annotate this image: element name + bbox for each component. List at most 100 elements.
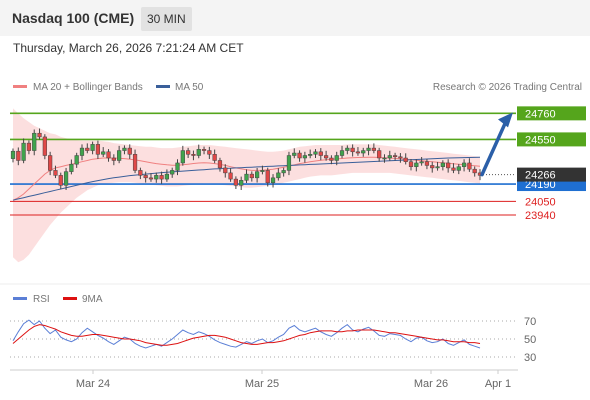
candle <box>90 141 95 155</box>
candle <box>472 166 477 177</box>
candle <box>58 172 63 189</box>
forecast-arrow-head <box>498 112 513 128</box>
level-lines <box>10 112 516 216</box>
candle <box>387 150 392 161</box>
candle-body-down <box>111 157 116 161</box>
timeframe-button[interactable]: 30 MIN <box>141 7 192 31</box>
candle-body-up <box>286 155 292 171</box>
candle <box>451 163 456 174</box>
candle-body-down <box>217 160 223 169</box>
candle <box>63 167 69 190</box>
time-tick-label: Mar 25 <box>245 378 279 390</box>
candle <box>456 163 461 175</box>
header-bar: Nasdaq 100 (CME) 30 MIN <box>0 0 590 36</box>
bollinger-bands <box>13 108 480 263</box>
support-level-label: 23940 <box>525 210 556 222</box>
candle <box>132 149 138 174</box>
candlesticks <box>10 128 483 190</box>
rsi-legend-label: RSI <box>33 294 50 305</box>
candle <box>334 151 339 166</box>
candle <box>414 159 419 172</box>
candle-body-down <box>53 170 58 176</box>
candle <box>403 153 408 165</box>
candle <box>10 148 16 163</box>
candle <box>244 169 249 184</box>
candle <box>270 174 276 188</box>
candle-body-up <box>308 154 313 156</box>
candle-body-up <box>154 175 159 180</box>
candle <box>435 161 440 171</box>
candle <box>233 176 238 189</box>
candle-body-up <box>32 132 37 151</box>
candle <box>37 128 42 140</box>
candle <box>228 168 233 182</box>
candle-body-down <box>201 149 207 151</box>
candle <box>398 153 403 163</box>
support-level-label: 24050 <box>525 196 556 208</box>
candle-body-up <box>122 147 127 151</box>
candle-body-down <box>42 136 47 156</box>
candle <box>361 147 366 157</box>
candle <box>286 151 292 176</box>
candle <box>345 145 350 155</box>
candle-body-up <box>175 162 180 171</box>
ma50-legend-swatch <box>156 85 170 88</box>
candle-body-up <box>339 150 345 156</box>
candle <box>382 154 387 163</box>
candle <box>281 167 286 177</box>
candle-body-up <box>79 147 85 156</box>
candle <box>101 147 106 158</box>
ma20-legend-swatch <box>13 85 27 88</box>
candle <box>276 168 281 181</box>
candle <box>350 144 355 157</box>
candle-body-down <box>472 168 477 174</box>
resistance-level-tag <box>517 132 586 147</box>
candle-body-up <box>117 150 122 161</box>
candle-body-down <box>223 167 228 174</box>
candle-body-up <box>414 162 419 167</box>
candle-body-up <box>281 170 286 174</box>
candle <box>207 146 212 159</box>
candle-body-up <box>239 180 244 186</box>
candle-body-down <box>350 147 355 153</box>
level-labels: 24760 24550 24190 24050 23940 24266 <box>517 106 586 222</box>
candle <box>148 173 154 182</box>
candle <box>74 152 79 168</box>
rsi-ma-line <box>12 324 481 346</box>
candle-body-up <box>69 163 74 172</box>
candle-body-down <box>408 161 414 167</box>
candle-body-up <box>164 173 170 180</box>
instrument-title: Nasdaq 100 (CME) <box>12 10 135 26</box>
candle-body-up <box>387 155 392 159</box>
candle-body-up <box>435 166 440 169</box>
candle <box>424 158 430 170</box>
candle-body-up <box>260 170 265 172</box>
resistance-level-tag <box>517 106 586 121</box>
candle <box>339 145 345 159</box>
candle <box>297 150 302 162</box>
last-price-tag <box>517 167 586 182</box>
candle-body-up <box>270 177 276 184</box>
candle-body-up <box>366 147 371 151</box>
rsi-line <box>12 319 481 349</box>
candle <box>175 159 180 176</box>
candle <box>440 160 445 171</box>
forecast-arrow-shaft <box>480 119 508 177</box>
candle-body-up <box>334 155 339 161</box>
candle-body-down <box>186 150 191 155</box>
bollinger-band-fill <box>13 108 480 263</box>
candle-body-up <box>101 151 106 155</box>
last-price-label: 24266 <box>525 170 556 182</box>
candle <box>366 144 371 156</box>
candle-body-up <box>244 173 249 181</box>
candle <box>79 144 85 161</box>
candle-body-up <box>74 155 79 165</box>
candle-body-up <box>170 170 175 175</box>
candle-body-up <box>456 166 461 171</box>
copyright-label: Research © 2026 Trading Central <box>433 82 582 93</box>
candle-body-up <box>63 171 69 186</box>
candle-body-down <box>159 175 164 180</box>
candle-body-down <box>233 178 238 186</box>
candle-body-up <box>313 151 318 155</box>
candle <box>313 149 318 158</box>
